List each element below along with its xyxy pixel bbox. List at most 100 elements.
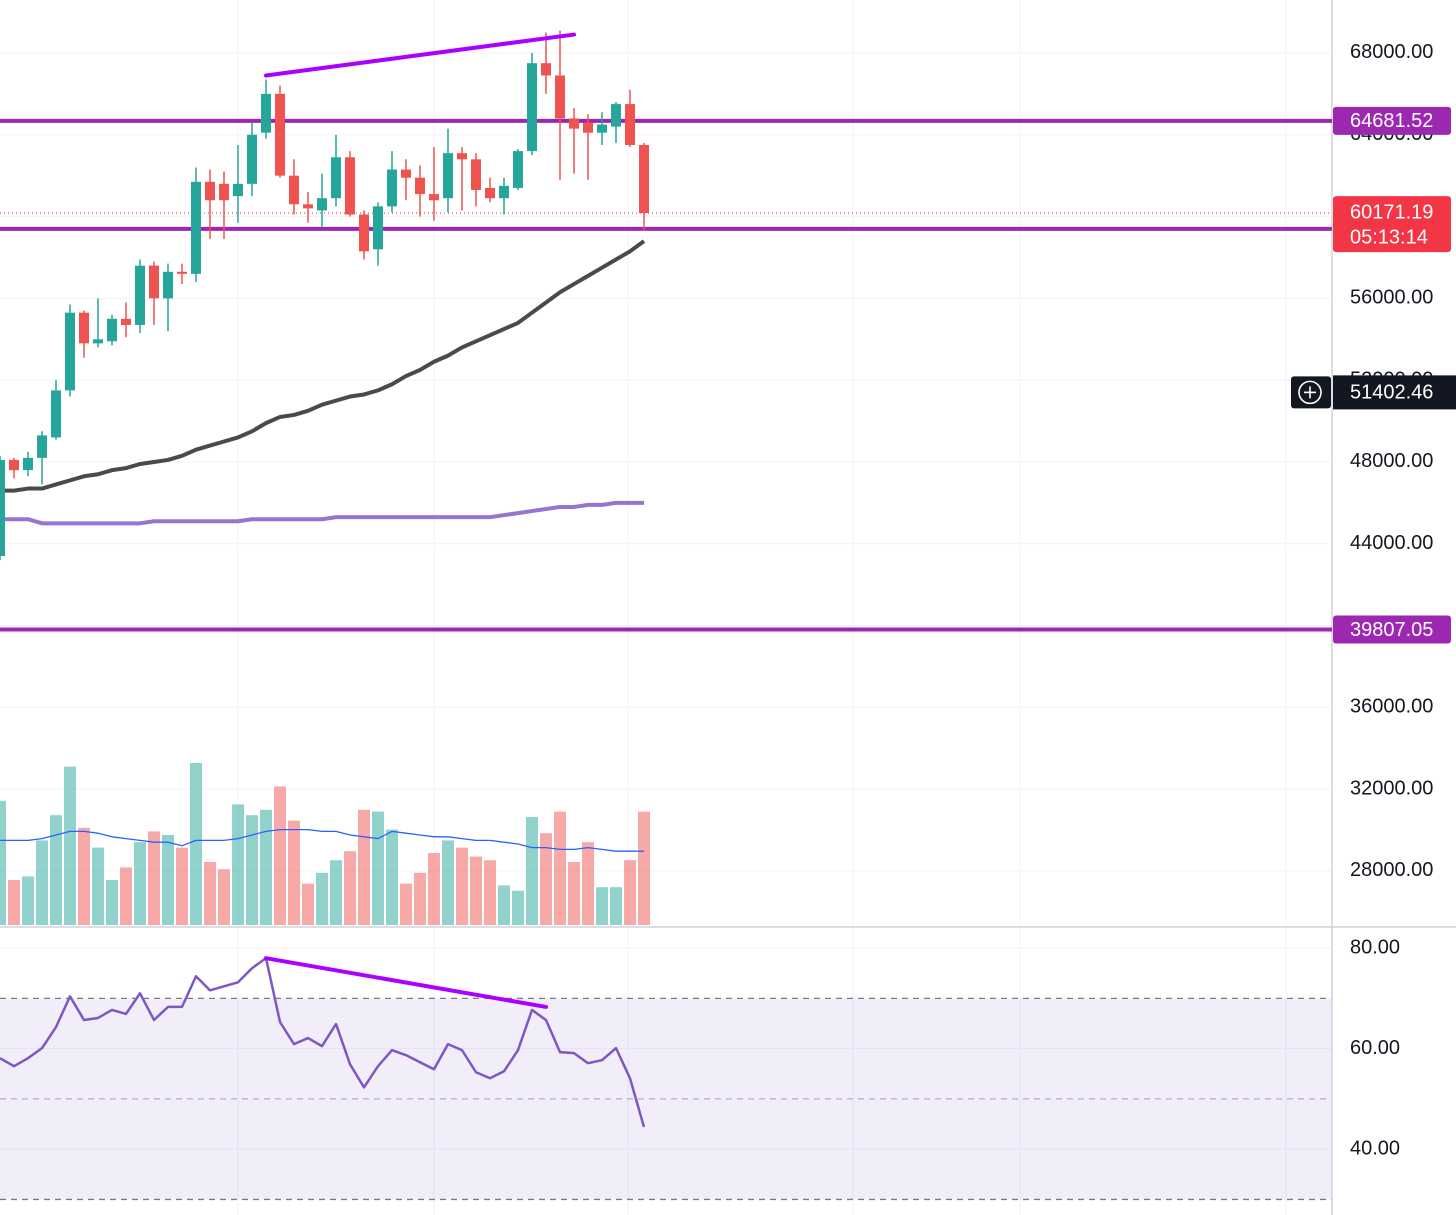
last-price-box xyxy=(1333,196,1451,253)
grid xyxy=(0,0,1332,1215)
volume-bar xyxy=(596,887,608,925)
candle-body xyxy=(121,318,131,325)
volume-bar xyxy=(372,811,384,925)
candle-body xyxy=(0,459,5,557)
moving-average-line xyxy=(0,239,646,493)
volume-bar xyxy=(484,860,496,925)
candle-body xyxy=(541,63,551,76)
volume-bar xyxy=(176,847,188,925)
candle-body xyxy=(303,204,313,209)
candle-body xyxy=(513,151,523,188)
candle-body xyxy=(415,177,425,195)
candle-body xyxy=(149,265,159,299)
candle-body xyxy=(499,185,509,199)
candle-body xyxy=(345,157,355,215)
volume-bar xyxy=(358,809,370,925)
trendline xyxy=(264,32,576,78)
volume-bar xyxy=(400,883,412,925)
candle-body xyxy=(275,93,285,176)
price-axis: 68000.0064000.0060000.0056000.0052000.00… xyxy=(1350,41,1433,881)
volume-bar xyxy=(106,880,118,925)
volume-bar xyxy=(414,872,426,925)
candle-body xyxy=(597,124,607,133)
candle-body xyxy=(163,271,173,299)
candle-body xyxy=(317,198,327,211)
candle-body xyxy=(611,104,621,127)
candle-body xyxy=(205,181,215,201)
candle-body xyxy=(457,153,467,160)
volume-ma-line xyxy=(0,828,644,852)
crosshair-price-box xyxy=(1333,375,1456,410)
volume-bar xyxy=(428,853,440,925)
candle-body xyxy=(429,194,439,201)
volume-bar xyxy=(120,867,132,925)
candle-body xyxy=(65,312,75,391)
candle-body xyxy=(485,187,495,199)
candle-body xyxy=(9,459,19,471)
last-price-label: 60171.19 xyxy=(1350,201,1433,223)
candle-body xyxy=(373,206,383,250)
volume-bar xyxy=(302,883,314,925)
candle-body xyxy=(191,181,201,274)
volume-bar xyxy=(316,872,328,925)
volume-bar xyxy=(162,835,174,925)
candle-body xyxy=(177,271,187,274)
volume-bar xyxy=(148,831,160,925)
volume-bar xyxy=(8,880,20,925)
candle-body xyxy=(37,435,47,458)
volume-bar xyxy=(470,856,482,925)
y-tick-label: 36000.00 xyxy=(1350,696,1433,718)
candle-body xyxy=(79,312,89,344)
candle-body xyxy=(569,118,579,129)
candle-body xyxy=(247,134,257,184)
candle-body xyxy=(387,169,397,207)
volume-bar xyxy=(92,847,104,925)
rsi-line xyxy=(0,956,646,1128)
volume-bar xyxy=(134,842,146,925)
candle-body xyxy=(359,214,369,252)
volume-bar xyxy=(190,763,202,925)
volume-bar xyxy=(442,840,454,925)
volume-bar xyxy=(246,815,258,925)
volume-bar xyxy=(568,862,580,925)
candle-body xyxy=(233,183,243,197)
volume-bar xyxy=(274,786,286,925)
level-label-box xyxy=(1333,615,1451,644)
level-label-box xyxy=(1333,106,1451,135)
volume-bar xyxy=(50,815,62,925)
crosshair-add-button[interactable] xyxy=(1291,376,1331,409)
y-tick-label: 32000.00 xyxy=(1350,777,1433,799)
volume-bar xyxy=(638,811,650,925)
candle-body xyxy=(261,93,271,133)
candle-body xyxy=(219,183,229,201)
candle-body xyxy=(93,339,103,344)
volume-bar xyxy=(232,804,244,925)
volume-bar xyxy=(330,860,342,925)
candle-body xyxy=(135,265,145,325)
y-tick-label: 28000.00 xyxy=(1350,859,1433,881)
volume-bar xyxy=(540,833,552,925)
candle-body xyxy=(23,457,33,471)
candle-body xyxy=(471,159,481,190)
rsi-tick-label: 60.00 xyxy=(1350,1037,1400,1059)
volume-bar xyxy=(386,829,398,925)
volume-bar xyxy=(204,862,216,925)
volume-bar xyxy=(64,766,76,925)
level-label: 64681.52 xyxy=(1350,110,1433,132)
volume-bar xyxy=(582,842,594,925)
candle-body xyxy=(625,104,635,145)
candle-body xyxy=(583,122,593,133)
candle-body xyxy=(331,157,341,199)
volume-bar xyxy=(512,890,524,925)
candle-body xyxy=(51,390,61,438)
rsi-tick-label: 40.00 xyxy=(1350,1137,1400,1159)
y-tick-label: 48000.00 xyxy=(1350,450,1433,472)
volume-bar xyxy=(78,827,90,925)
volume-bar xyxy=(554,811,566,925)
candle-body xyxy=(555,75,565,119)
moving-average-line xyxy=(0,500,644,526)
volume-bar xyxy=(288,820,300,925)
volume-bar xyxy=(456,847,468,925)
